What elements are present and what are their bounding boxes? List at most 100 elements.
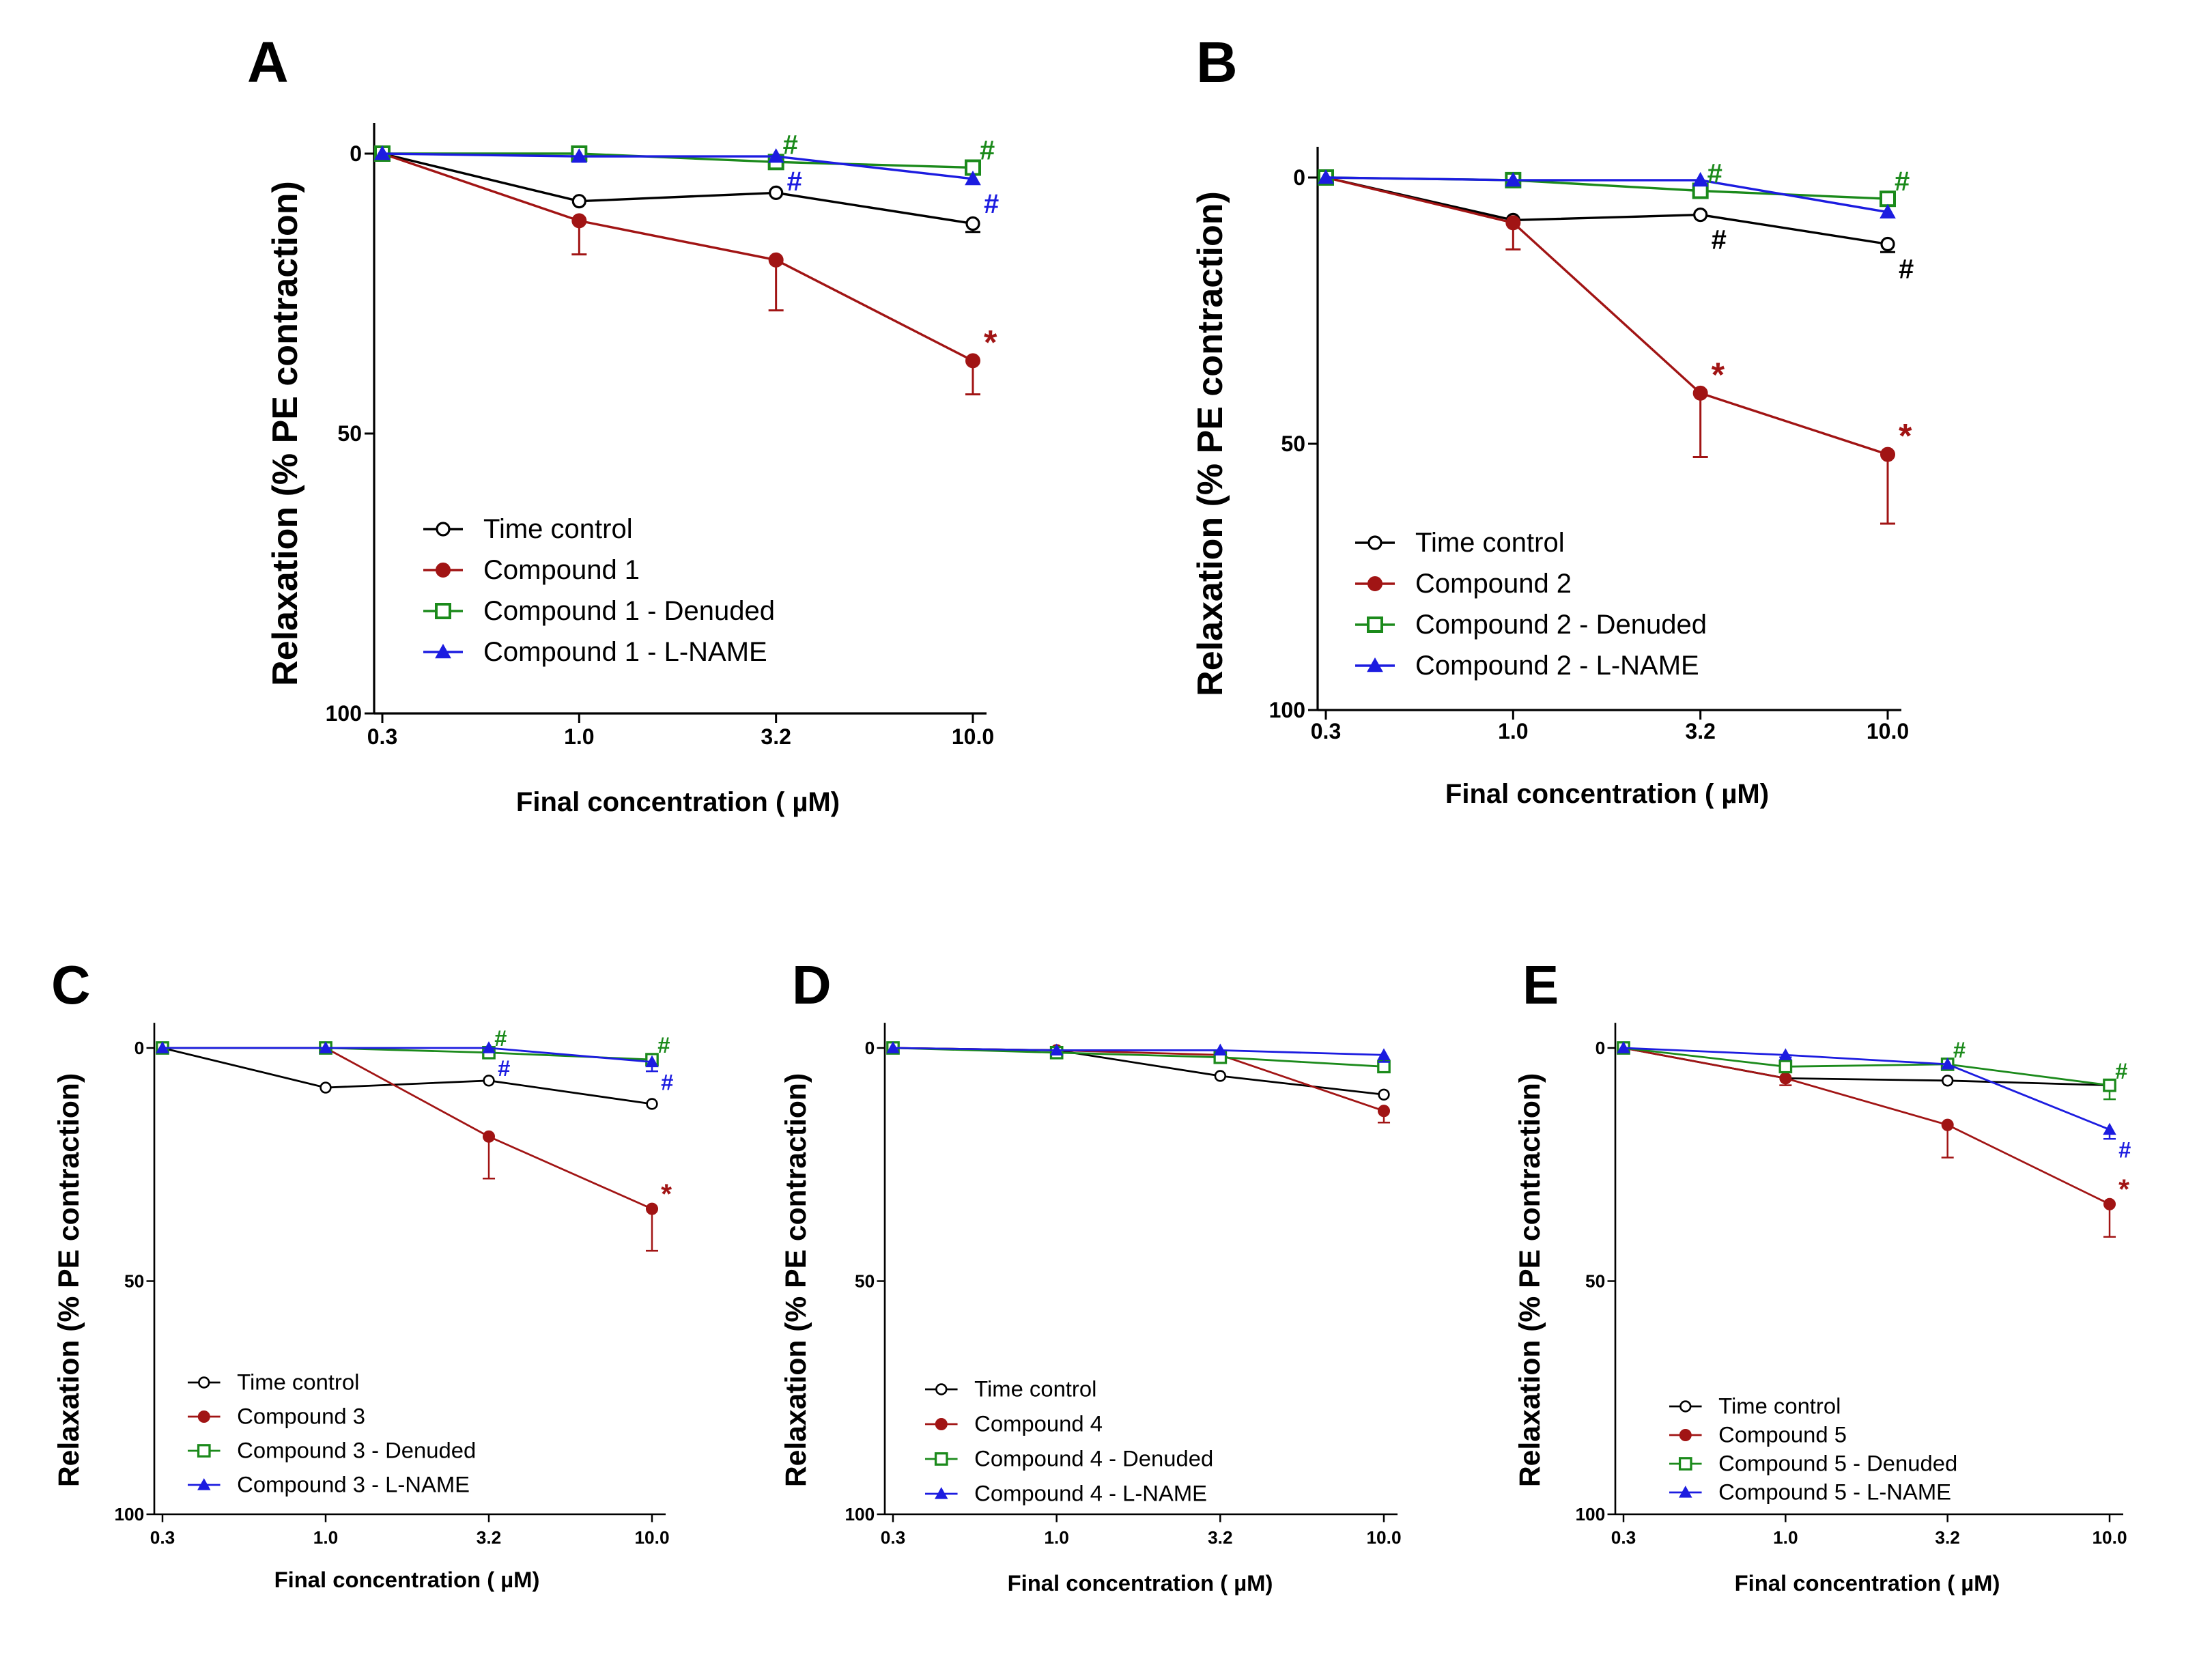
- panel-c-x-tick-label: 10.0: [634, 1527, 669, 1548]
- panel-b-y-tick-label: 100: [1269, 698, 1305, 722]
- panel-e: E 0 50 100 0.3 1.0 3.2 10.0 Relaxation (% PE con…: [1514, 954, 2131, 1596]
- panel-a-y-tick-label: 100: [326, 701, 362, 726]
- panel-c-x-tick-label: 3.2: [477, 1527, 501, 1548]
- panel-c-legend-swatch-marker: [197, 1478, 211, 1490]
- panel-a-compound-1-l-name-series: [374, 145, 981, 186]
- panel-d-time-control-series: [887, 1042, 1390, 1101]
- panel-d-compound-4-l-name-series: [886, 1041, 1391, 1063]
- panel-b-compound-2-l-name-line: [1325, 176, 1888, 214]
- panel-a-compound-1-l-name-point: [767, 148, 784, 163]
- panel-b-legend-swatch-marker: [1367, 616, 1383, 633]
- panel-e-compound-5-point: [2103, 1197, 2116, 1210]
- panel-e-compound-5-point: [1779, 1072, 1792, 1085]
- panel-d-legend-item: Compound 4 - L-NAME: [925, 1481, 1207, 1506]
- panel-e-legend-label: Compound 5: [1718, 1422, 1847, 1447]
- panel-d-x-tick-label: 10.0: [1366, 1527, 1401, 1548]
- panel-c-compound-3-l-name-point: [319, 1041, 332, 1053]
- panel-e-compound-5-point: [1941, 1118, 1954, 1131]
- panel-c-annotation: #: [494, 1025, 507, 1051]
- panel-c-time-control-point: [320, 1081, 332, 1094]
- panel-d-legend-label: Compound 4 - Denuded: [974, 1446, 1213, 1471]
- panel-a-compound-1-line: [382, 152, 974, 362]
- panel-d-y-axis-label: Relaxation (% PE contraction): [780, 1073, 812, 1487]
- panel-b-time-control-point: [1880, 236, 1895, 252]
- panel-d-letter: D: [792, 954, 832, 1015]
- panel-b-legend-label: Time control: [1415, 528, 1565, 558]
- panel-a-time-control-point: [769, 185, 784, 200]
- panel-e-x-axis-label: Final concentration ( µM): [1735, 1570, 2000, 1596]
- panel-e-legend-label: Compound 5 - L-NAME: [1718, 1479, 1951, 1505]
- panel-a-time-control-line: [382, 152, 974, 225]
- panel-d-y-tick-label: 0: [865, 1038, 875, 1058]
- panel-c-annotation: *: [661, 1178, 672, 1209]
- panel-a-legend-swatch-marker: [435, 643, 451, 659]
- panel-e-annotation: #: [2115, 1058, 2127, 1083]
- panel-d-compound-4-l-name-point: [886, 1041, 900, 1053]
- panel-b-legend-swatch-marker: [1367, 576, 1382, 591]
- panel-a-legend-label: Time control: [483, 514, 633, 544]
- panel-d-legend-label: Time control: [974, 1376, 1096, 1402]
- panel-b-y-tick-label: 0: [1293, 165, 1305, 190]
- panel-d-legend-swatch-marker: [935, 1417, 948, 1431]
- panel-b-x-tick-label: 1.0: [1498, 719, 1528, 743]
- panel-b-compound-2-denuded-point: [1880, 190, 1896, 208]
- panel-a-time-control-point: [965, 216, 980, 231]
- panel-b-compound-2-l-name-point: [1318, 169, 1334, 184]
- panel-b-annotation: *: [1712, 356, 1725, 394]
- panel-b-compound-2-l-name-series: [1318, 169, 1896, 218]
- panel-c-legend: Time control Compound 3 Compound 3 - Denud…: [188, 1370, 476, 1497]
- panel-c-legend-item: Compound 3 - L-NAME: [188, 1472, 470, 1497]
- panel-e-y-tick-label: 0: [1596, 1038, 1606, 1058]
- panel-b-x-axis-label: Final concentration ( µM): [1445, 779, 1769, 809]
- panel-e-legend-label: Time control: [1718, 1393, 1841, 1419]
- panel-a-legend-item: Compound 1 - Denuded: [423, 596, 775, 626]
- panel-d-legend-swatch-marker: [935, 1487, 948, 1499]
- panel-b-x-tick-label: 3.2: [1685, 719, 1715, 743]
- panel-d-legend-item: Time control: [925, 1376, 1096, 1402]
- panel-c-annotation: #: [661, 1069, 673, 1094]
- panel-d-compound-4-l-name-line: [892, 1047, 1385, 1056]
- panel-b-legend-label: Compound 2 - Denuded: [1415, 610, 1707, 640]
- panel-e-compound-5-l-name-series: [1617, 1041, 2116, 1140]
- panel-b-y-tick-label: 50: [1281, 431, 1305, 456]
- panel-e-compound-5-l-name-point: [1617, 1041, 1630, 1053]
- panel-b-legend-item: Time control: [1355, 528, 1565, 558]
- panel-e-compound-5-series: [1617, 1041, 2116, 1238]
- panel-c-compound-3-l-name-line: [162, 1047, 653, 1063]
- panel-d-compound-4-l-name-point: [1213, 1043, 1228, 1056]
- panel-a-annotation: #: [787, 167, 802, 197]
- panel-d-compound-4-l-name-point: [1049, 1043, 1064, 1056]
- panel-b-compound-2-denuded-series: [1318, 169, 1896, 208]
- panel-e-x-tick-label: 1.0: [1773, 1527, 1798, 1548]
- panel-c-legend-label: Compound 3 - Denuded: [237, 1438, 476, 1463]
- panel-d-compound-4-denuded-line: [892, 1047, 1385, 1068]
- panel-a-legend-swatch-marker: [436, 563, 451, 578]
- panel-a-compound-1-l-name-point: [571, 148, 588, 163]
- panel-a-compound-1-point: [965, 353, 980, 369]
- panel-c-compound-3-line: [162, 1047, 653, 1210]
- panel-c-time-control-point: [646, 1098, 658, 1110]
- panel-b-legend-label: Compound 2 - L-NAME: [1415, 651, 1699, 681]
- panel-e-legend-item: Compound 5 - L-NAME: [1669, 1479, 1951, 1505]
- panel-e-annotation: *: [2118, 1174, 2129, 1205]
- panel-b-compound-2-l-name-point: [1505, 171, 1522, 187]
- panel-d-x-tick-label: 1.0: [1044, 1527, 1068, 1548]
- panel-c-y-axis-label: Relaxation (% PE contraction): [53, 1073, 85, 1487]
- panel-e-compound-5-l-name-point: [1940, 1058, 1955, 1070]
- panel-b-y-axis-label: Relaxation (% PE contraction): [1191, 191, 1230, 696]
- panel-c-time-control-line: [162, 1047, 653, 1105]
- panel-c-time-control-point: [483, 1075, 495, 1087]
- panel-e-x-tick-label: 3.2: [1935, 1527, 1959, 1548]
- panel-d-legend-label: Compound 4: [974, 1411, 1103, 1436]
- panel-d-y-tick-label: 50: [855, 1271, 875, 1292]
- panel-c-y-tick-label: 0: [134, 1038, 145, 1058]
- panel-b-time-control-line: [1325, 176, 1888, 246]
- panel-d-x-tick-label: 0.3: [881, 1527, 905, 1548]
- panel-a-compound-1-series: [375, 146, 980, 396]
- panel-a-legend-label: Compound 1 - L-NAME: [483, 637, 767, 667]
- panel-e-legend-swatch-marker: [1679, 1486, 1692, 1498]
- panel-b-x-tick-label: 0.3: [1311, 719, 1341, 743]
- panel-e-legend: Time control Compound 5 Compound 5 - Denud…: [1669, 1393, 1957, 1505]
